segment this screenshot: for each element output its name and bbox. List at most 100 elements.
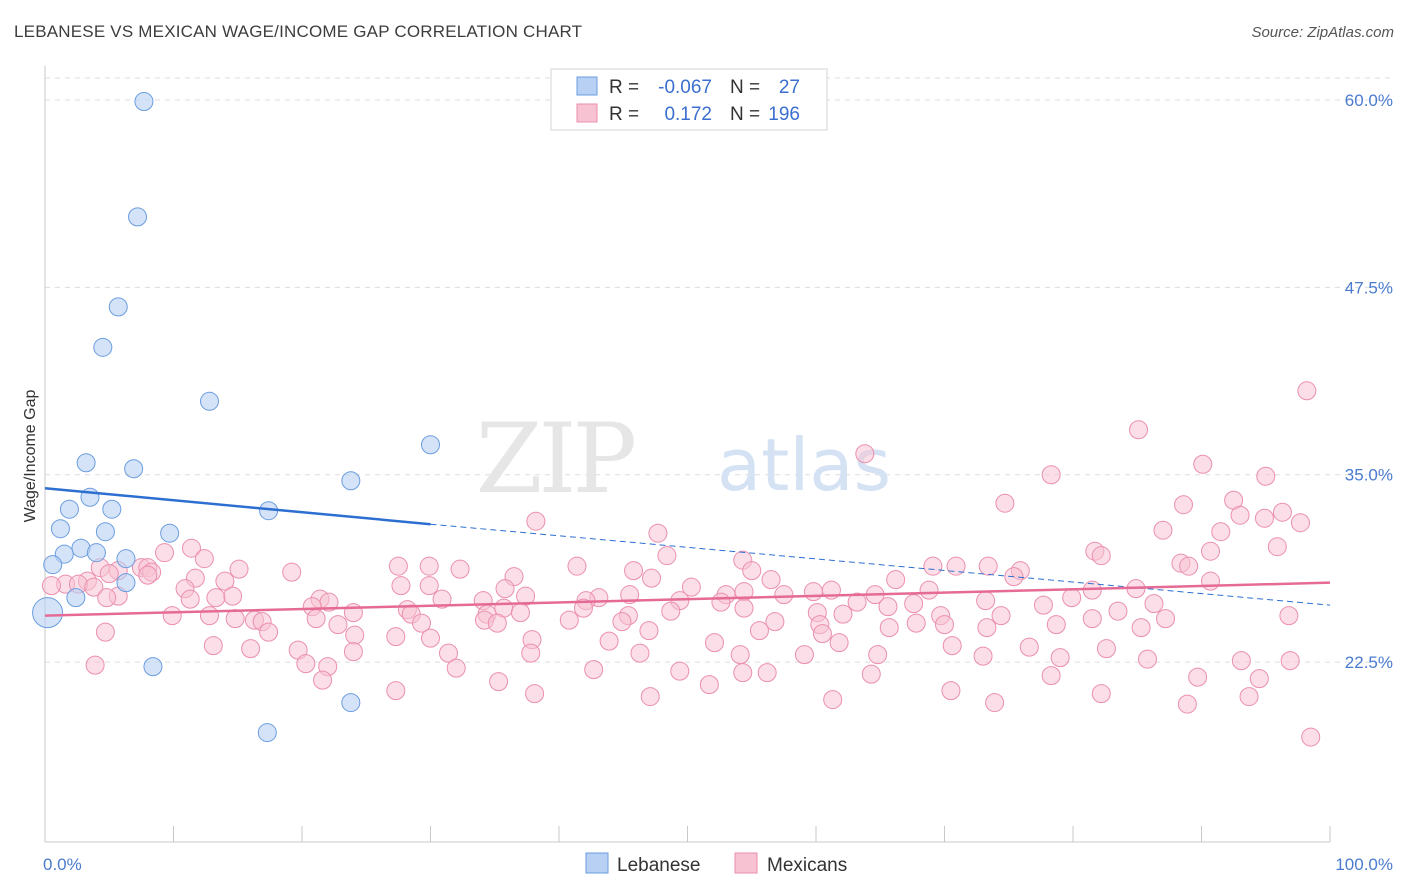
mexicans-point bbox=[1091, 684, 1111, 704]
mexicans-point bbox=[1177, 694, 1197, 714]
mexicans-point bbox=[223, 586, 243, 606]
mexicans-point bbox=[138, 565, 158, 585]
lebanese-point bbox=[76, 453, 96, 473]
lebanese-point bbox=[59, 499, 79, 519]
mexicans-point bbox=[765, 612, 785, 632]
mexicans-point bbox=[1254, 508, 1274, 528]
mexicans-point bbox=[730, 645, 750, 665]
mexicans-point bbox=[99, 564, 119, 584]
mexicans-point bbox=[1188, 667, 1208, 687]
legend-r-label-lebanese: R = bbox=[609, 77, 639, 98]
mexicans-point bbox=[1096, 639, 1116, 659]
mexicans-point bbox=[704, 633, 724, 653]
mexicans-point bbox=[1033, 595, 1053, 615]
mexicans-point bbox=[1272, 502, 1292, 522]
bottom-legend: Lebanese Mexicans bbox=[585, 852, 847, 876]
bottom-legend-label-mexicans: Mexicans bbox=[767, 855, 847, 876]
bottom-legend-swatch-lebanese bbox=[585, 852, 609, 874]
lebanese-point bbox=[124, 459, 144, 479]
mexicans-point bbox=[1129, 420, 1149, 440]
mexicans-point bbox=[734, 598, 754, 618]
mexicans-point bbox=[573, 598, 593, 618]
mexicans-point bbox=[733, 663, 753, 683]
mexicans-point bbox=[1041, 465, 1061, 485]
mexicans-point bbox=[640, 687, 660, 707]
mexicans-point bbox=[1153, 520, 1173, 540]
bottom-legend-swatch-mexicans bbox=[734, 852, 758, 874]
mexicans-point bbox=[155, 543, 175, 563]
mexicans-point bbox=[823, 690, 843, 710]
lebanese-point bbox=[134, 91, 154, 111]
legend-n-label-mexicans: N = bbox=[730, 104, 760, 125]
lebanese-points bbox=[32, 91, 440, 743]
mexicans-point bbox=[774, 585, 794, 605]
lebanese-point bbox=[116, 549, 136, 569]
legend-swatch-lebanese bbox=[576, 76, 598, 96]
mexicans-point bbox=[942, 636, 962, 656]
mexicans-point bbox=[487, 613, 507, 633]
mexicans-point bbox=[1200, 541, 1220, 561]
mexicans-point bbox=[624, 561, 644, 581]
mexicans-point bbox=[995, 493, 1015, 513]
lebanese-point bbox=[341, 471, 361, 491]
mexicans-point bbox=[419, 576, 439, 596]
mexicans-point bbox=[229, 559, 249, 579]
mexicans-point bbox=[886, 570, 906, 590]
mexicans-point bbox=[1082, 609, 1102, 629]
mexicans-point bbox=[432, 589, 452, 609]
lebanese-point bbox=[86, 543, 106, 563]
mexicans-point bbox=[180, 589, 200, 609]
legend: R = -0.067 N = 27 R = 0.172 N = 196 bbox=[550, 68, 828, 131]
legend-r-label-mexicans: R = bbox=[609, 104, 639, 125]
mexicans-point bbox=[521, 643, 541, 663]
mexicans-point bbox=[194, 549, 214, 569]
mexicans-point bbox=[1200, 571, 1220, 591]
mexicans-point bbox=[1041, 666, 1061, 686]
mexicans-point bbox=[941, 681, 961, 701]
mexicans-point bbox=[386, 627, 406, 647]
mexicans-point bbox=[391, 576, 411, 596]
mexicans-point bbox=[1091, 546, 1111, 566]
mexicans-point bbox=[833, 604, 853, 624]
mexicans-point bbox=[1301, 727, 1321, 747]
mexicans-point bbox=[345, 625, 365, 645]
mexicans-point bbox=[829, 633, 849, 653]
y-tick-label: 35.0% bbox=[1345, 466, 1393, 485]
mexicans-point bbox=[657, 546, 677, 566]
mexicans-point bbox=[1046, 615, 1066, 635]
mexicans-point bbox=[489, 672, 509, 692]
legend-n-value-lebanese: 27 bbox=[779, 77, 800, 98]
source-credit: Source: ZipAtlas.com bbox=[1251, 24, 1394, 41]
mexicans-point bbox=[584, 660, 604, 680]
lebanese-point bbox=[128, 207, 148, 227]
mexicans-point bbox=[711, 592, 731, 612]
watermark-zip: ZIP bbox=[476, 403, 635, 515]
mexicans-point bbox=[1267, 537, 1287, 557]
lebanese-point bbox=[116, 573, 136, 593]
lebanese-point bbox=[421, 435, 440, 455]
lebanese-point bbox=[66, 588, 86, 608]
mexicans-point bbox=[1062, 588, 1082, 608]
mexicans-point bbox=[1019, 637, 1039, 657]
mexicans-point bbox=[419, 556, 439, 576]
legend-n-value-mexicans: 196 bbox=[768, 104, 800, 125]
mexicans-point bbox=[878, 597, 898, 617]
mexicans-point bbox=[855, 444, 875, 464]
legend-r-value-mexicans: 0.172 bbox=[664, 104, 712, 125]
y-tick-labels: 22.5% 35.0% 47.5% 60.0% bbox=[1345, 91, 1393, 672]
mexicans-point bbox=[1249, 669, 1269, 689]
mexicans-point bbox=[812, 624, 832, 644]
mexicans-point bbox=[1290, 513, 1310, 533]
mexicans-point bbox=[661, 601, 681, 621]
mexicans-point bbox=[1211, 522, 1231, 542]
mexicans-point bbox=[976, 591, 996, 611]
lebanese-point bbox=[95, 522, 115, 542]
mexicans-point bbox=[181, 538, 201, 558]
trend-lines bbox=[44, 486, 1331, 617]
mexicans-point bbox=[1193, 454, 1213, 474]
mexicans-point bbox=[84, 577, 104, 597]
mexicans-point bbox=[199, 606, 219, 626]
y-axis-label: Wage/Income Gap bbox=[22, 390, 39, 523]
mexicans-point bbox=[525, 684, 545, 704]
